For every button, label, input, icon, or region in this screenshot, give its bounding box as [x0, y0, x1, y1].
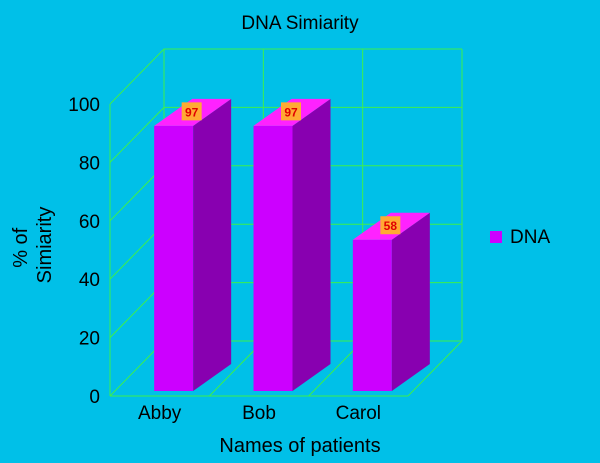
- bar-side-0: [193, 98, 232, 392]
- y-axis-title: % of Simiarity: [10, 207, 56, 284]
- bar-series-dna: 97 97 58: [154, 98, 430, 392]
- data-label-0: 97: [185, 105, 199, 119]
- data-label-1: 97: [284, 105, 298, 119]
- y-axis-title-line-1: % of: [10, 227, 32, 267]
- x-axis-title: Names of patients: [219, 435, 380, 457]
- y-tick-label-4: 80: [79, 153, 100, 174]
- data-label-2: 58: [384, 219, 398, 233]
- bar-front-0: [154, 125, 194, 392]
- floor-right-edge: [407, 340, 463, 397]
- grid-line-5: [109, 48, 462, 105]
- y-tick-label-5: 100: [68, 95, 100, 116]
- legend: DNA: [490, 227, 550, 248]
- x-category-label-0: Abby: [138, 403, 182, 424]
- bar-side-2: [391, 212, 430, 391]
- bar-front-2: [352, 239, 392, 391]
- x-category-label-2: Carol: [336, 403, 381, 424]
- bar-side-1: [292, 98, 331, 392]
- y-axis-ticks: 0 20 40 60 80 100: [68, 95, 100, 408]
- y-tick-label-2: 40: [79, 270, 100, 291]
- data-label-box-1: [281, 102, 301, 121]
- legend-swatch-dna: [490, 231, 502, 243]
- y-axis-title-line-2: Simiarity: [34, 207, 56, 284]
- bar-front-1: [253, 125, 293, 392]
- legend-label-dna: DNA: [510, 227, 550, 248]
- x-axis-categories: Abby Bob Carol: [138, 403, 381, 424]
- y-tick-label-3: 60: [79, 212, 100, 233]
- chart-title: DNA Simiarity: [241, 13, 359, 34]
- x-category-label-1: Bob: [242, 403, 276, 424]
- bar-carol: 58: [352, 212, 430, 391]
- y-tick-label-0: 0: [89, 387, 100, 408]
- data-label-box-2: [380, 216, 401, 235]
- bar-abby: 97: [154, 98, 232, 392]
- bar-bob: 97: [253, 98, 331, 392]
- y-tick-label-1: 20: [79, 329, 100, 350]
- data-label-box-0: [181, 102, 202, 121]
